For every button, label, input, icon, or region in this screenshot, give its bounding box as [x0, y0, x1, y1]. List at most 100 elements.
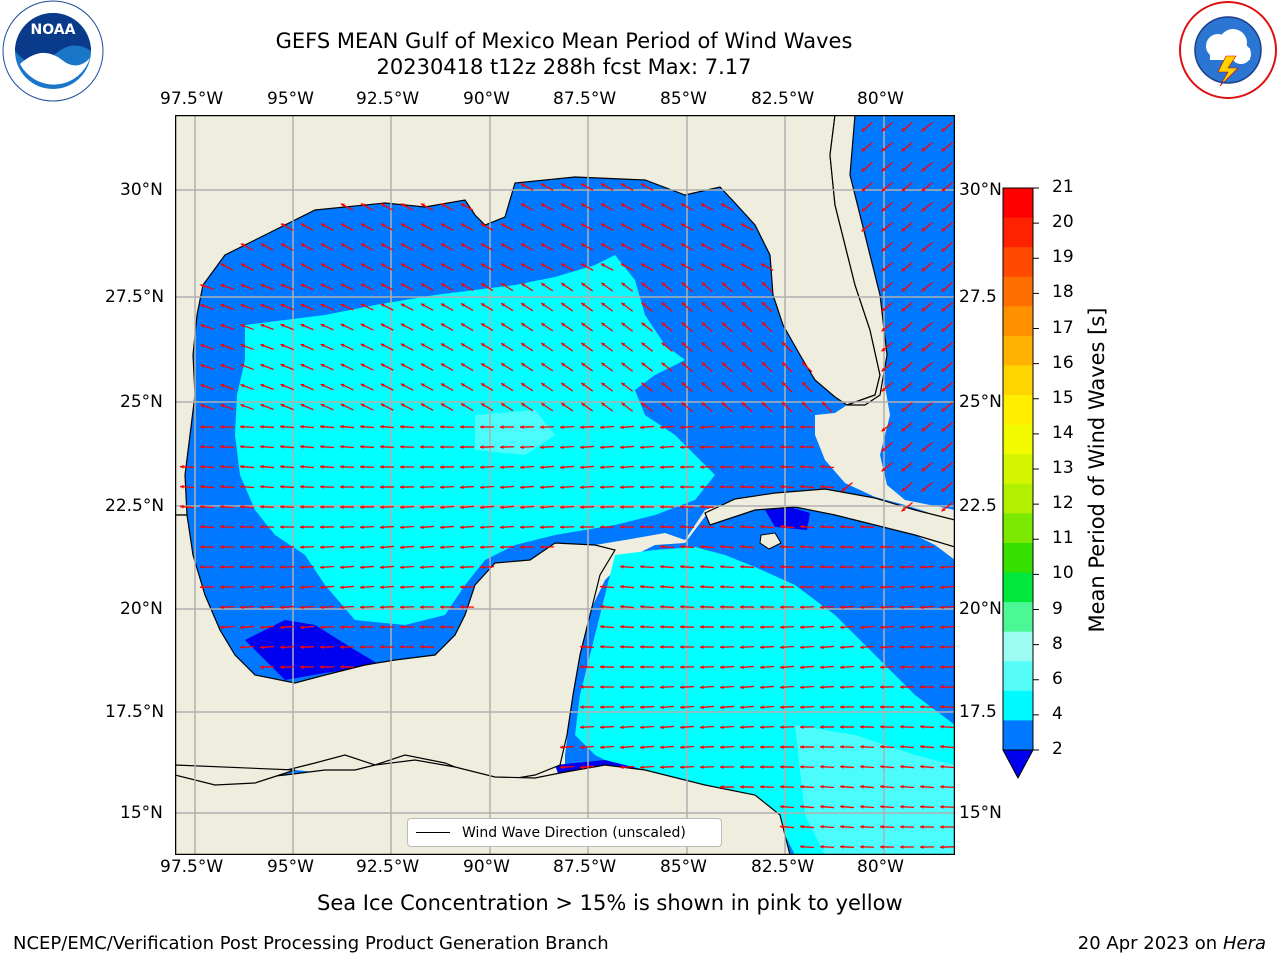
wind-wave-arrowhead [240, 605, 244, 610]
wind-wave-arrowhead [420, 445, 424, 449]
wind-wave-arrowhead [880, 665, 884, 670]
wind-wave-arrowhead [940, 825, 944, 829]
wind-wave-arrowhead [621, 362, 626, 367]
wind-wave-arrowhead [680, 725, 684, 730]
wind-wave-arrowhead [240, 444, 244, 449]
wind-wave-arrowhead [540, 525, 544, 530]
wind-wave-arrowhead [581, 362, 586, 367]
wind-wave-arrowhead [780, 605, 784, 609]
wind-wave-arrowhead [480, 425, 484, 429]
wind-wave-arrowhead [921, 467, 926, 472]
wind-wave-arrowhead [280, 223, 285, 228]
wind-wave-arrowhead [360, 585, 364, 590]
wind-wave-arrowhead [921, 327, 926, 332]
wind-wave-arrowhead [881, 467, 886, 472]
wind-wave-arrowhead [620, 644, 624, 649]
wind-wave-arrowhead [901, 407, 906, 412]
wind-wave-arrowhead [260, 504, 264, 509]
wind-wave-arrowhead [300, 525, 304, 529]
wind-wave-arrowhead [921, 127, 926, 132]
wind-wave-arrowhead [340, 383, 345, 388]
wind-wave-arrowhead [780, 705, 784, 710]
wind-wave-arrowhead [721, 282, 726, 287]
wind-wave-arrowhead [761, 282, 766, 287]
wind-wave-arrowhead [660, 705, 664, 710]
wind-wave-arrowhead [941, 127, 946, 132]
wind-wave-arrowhead [280, 484, 284, 489]
wind-wave-arrowhead [660, 203, 665, 208]
wind-wave-arrowhead [440, 203, 445, 208]
wind-wave-arrowhead [480, 545, 484, 550]
wind-wave-arrowhead [921, 387, 926, 392]
wind-wave-arrowhead [440, 585, 444, 590]
wind-wave-arrowhead [260, 645, 264, 650]
wind-wave-arrowhead [920, 565, 924, 570]
wind-wave-arrowhead [320, 363, 325, 368]
lat-tick-left: 20°N [120, 599, 163, 619]
wind-wave-arrowhead [400, 485, 404, 490]
wind-wave-arrowhead [881, 287, 886, 292]
wind-wave-arrowhead [360, 263, 365, 268]
wind-wave-arrowhead [660, 223, 665, 228]
wind-wave-arrowhead [701, 322, 706, 327]
colorbar-segment [1003, 602, 1033, 633]
wind-wave-arrowhead [640, 223, 645, 228]
wind-wave-arrowhead [500, 545, 504, 550]
wind-wave-arrowhead [921, 407, 926, 412]
wind-wave-arrowhead [240, 424, 244, 429]
footer-date: 20 Apr 2023 on [1077, 933, 1223, 954]
wind-wave-arrowhead [881, 227, 886, 232]
wind-wave-arrowhead [860, 665, 864, 670]
wind-wave-arrowhead [680, 504, 684, 509]
wind-wave-arrows [179, 122, 955, 850]
wind-wave-arrowhead [260, 484, 264, 489]
wind-wave-arrowhead [620, 705, 624, 710]
lat-tick-left: 15°N [120, 803, 163, 823]
wind-wave-arrowhead [480, 505, 484, 510]
wind-wave-arrowhead [561, 363, 566, 367]
wind-wave-arrowhead [941, 147, 946, 152]
wind-wave-arrowhead [521, 383, 526, 387]
wind-wave-arrowhead [480, 363, 485, 367]
wind-wave-arrowhead [400, 343, 405, 348]
wind-wave-arrowhead [780, 725, 784, 730]
wind-wave-arrowhead [320, 403, 325, 408]
wind-wave-arrowhead [240, 484, 244, 489]
wind-wave-arrowhead [920, 845, 924, 849]
wind-wave-arrowhead [600, 243, 605, 248]
wind-wave-arrowhead [941, 347, 946, 352]
wind-wave-arrowhead [400, 283, 405, 288]
colorbar-segment [1003, 335, 1033, 366]
colorbar-extend-triangle [1002, 749, 1034, 780]
wind-wave-arrowhead [720, 604, 724, 609]
wind-wave-arrowhead [660, 685, 664, 690]
wind-wave-arrowhead [641, 322, 646, 327]
wind-wave-arrowhead [640, 624, 644, 629]
wind-wave-arrowhead [741, 342, 746, 347]
wind-wave-arrowhead [720, 484, 724, 489]
wind-wave-arrowhead [780, 645, 784, 650]
wind-wave-arrowhead [380, 465, 384, 469]
colorbar-label-text: Mean Period of Wind Waves [s] [1085, 307, 1109, 633]
wind-wave-arrowhead [760, 685, 764, 690]
wind-wave-arrowhead [300, 464, 304, 469]
wind-wave-arrowhead [881, 127, 886, 132]
wind-wave-arrowhead [420, 625, 424, 629]
wind-wave-arrowhead [800, 585, 804, 589]
wind-wave-arrowhead [200, 304, 205, 308]
wind-wave-arrowhead [881, 327, 886, 332]
wind-wave-arrowhead [760, 625, 764, 630]
wind-wave-arrowhead [400, 565, 404, 570]
wind-wave-arrowhead [460, 323, 465, 327]
wind-wave-arrowhead [220, 605, 224, 610]
wind-wave-arrowhead [300, 263, 305, 268]
wind-wave-arrowhead [240, 263, 245, 268]
wind-wave-arrowhead [340, 545, 344, 550]
lon-tick-top: 97.5°W [160, 89, 224, 109]
wind-wave-arrowhead [280, 424, 284, 429]
wind-wave-arrowhead [380, 283, 385, 288]
wind-wave-arrowhead [900, 784, 904, 789]
wind-wave-arrowhead [320, 343, 325, 348]
wind-wave-arrowhead [400, 505, 404, 510]
wind-wave-arrowhead [800, 625, 804, 630]
